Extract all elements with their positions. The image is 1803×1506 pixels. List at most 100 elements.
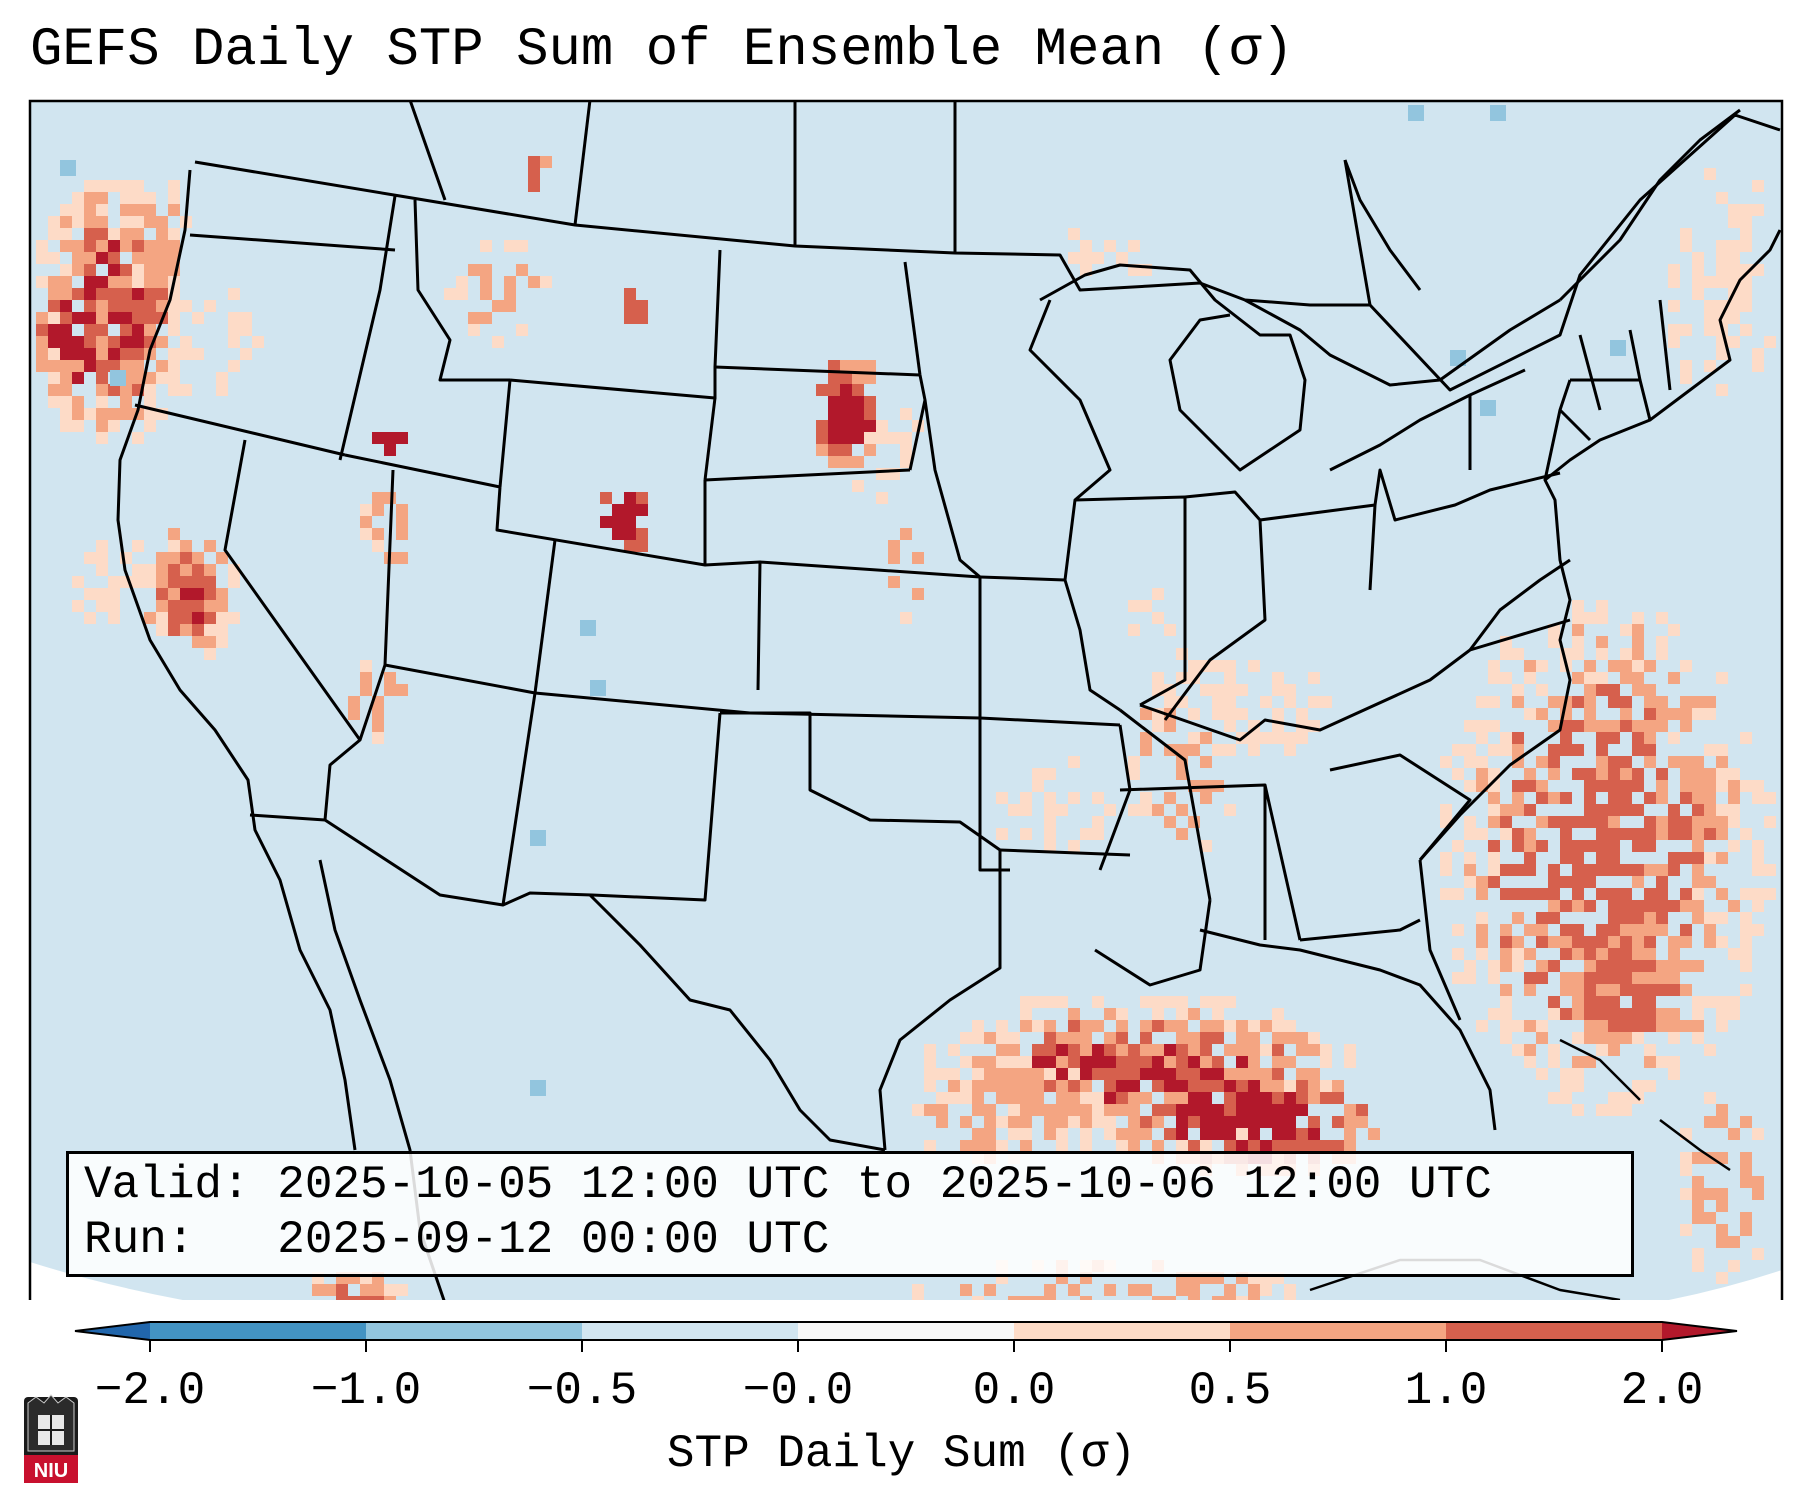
stp-cell xyxy=(60,312,72,324)
stp-cell xyxy=(996,1056,1008,1068)
stp-cell xyxy=(1080,1104,1092,1116)
stp-cell xyxy=(1464,780,1476,792)
stp-cell xyxy=(1572,672,1584,684)
stp-cell xyxy=(1440,804,1452,816)
stp-cell xyxy=(96,420,108,432)
stp-cell xyxy=(1608,1032,1620,1044)
stp-cell xyxy=(1740,204,1752,216)
stp-cell xyxy=(48,384,60,396)
stp-cell xyxy=(1704,360,1716,372)
stp-cell xyxy=(480,312,492,324)
stp-cell xyxy=(1080,1140,1092,1152)
stp-cell xyxy=(1752,180,1764,192)
stp-cell xyxy=(1212,1296,1224,1300)
stp-cell xyxy=(1596,984,1608,996)
stp-cell xyxy=(84,264,96,276)
stp-cell xyxy=(84,300,96,312)
stp-cell xyxy=(1308,696,1320,708)
stp-cell xyxy=(1284,732,1296,744)
stp-cell xyxy=(108,300,120,312)
stp-cell xyxy=(1716,1236,1728,1248)
stp-cell xyxy=(144,408,156,420)
stp-cell xyxy=(1716,1188,1728,1200)
stp-cell xyxy=(156,216,168,228)
stp-cell xyxy=(828,396,840,408)
stp-cell xyxy=(1548,744,1560,756)
stp-cell xyxy=(60,204,72,216)
stp-cell xyxy=(132,204,144,216)
stp-cell xyxy=(1260,1140,1272,1152)
stp-cell xyxy=(984,1080,996,1092)
stp-cell xyxy=(1044,840,1056,852)
stp-cell xyxy=(1284,1056,1296,1068)
stp-cell xyxy=(1248,744,1260,756)
stp-cell xyxy=(1584,660,1596,672)
stp-cell xyxy=(120,216,132,228)
stp-cell xyxy=(1152,672,1164,684)
stp-cell xyxy=(1140,1032,1152,1044)
stp-cell xyxy=(972,1068,984,1080)
stp-cell xyxy=(1548,696,1560,708)
stp-cell xyxy=(1704,816,1716,828)
stp-cell xyxy=(840,444,852,456)
stp-cell xyxy=(60,336,72,348)
stp-cell xyxy=(900,528,912,540)
stp-cell xyxy=(1272,1140,1284,1152)
stp-cell xyxy=(252,336,264,348)
stp-cell xyxy=(144,420,156,432)
stp-cell xyxy=(48,288,60,300)
stp-cell xyxy=(1680,1224,1692,1236)
stp-cell xyxy=(1692,804,1704,816)
stp-cell xyxy=(504,288,516,300)
stp-cell xyxy=(396,504,408,516)
stp-cell xyxy=(1500,804,1512,816)
stp-cell xyxy=(828,420,840,432)
stp-cell xyxy=(1572,840,1584,852)
stp-cell xyxy=(108,240,120,252)
stp-cell xyxy=(1632,924,1644,936)
stp-cell xyxy=(840,432,852,444)
stp-cell xyxy=(624,312,636,324)
stp-cell xyxy=(1068,756,1080,768)
stp-cell xyxy=(384,1296,396,1300)
stp-cell xyxy=(1176,1068,1188,1080)
stp-cell xyxy=(1248,1032,1260,1044)
stp-cell xyxy=(1668,300,1680,312)
stp-cell xyxy=(72,348,84,360)
stp-cell xyxy=(1296,1128,1308,1140)
stp-cell xyxy=(1572,1080,1584,1092)
stp-cell xyxy=(1176,744,1188,756)
stp-cell xyxy=(1704,1116,1716,1128)
stp-cell xyxy=(1044,792,1056,804)
stp-cell xyxy=(1452,840,1464,852)
stp-cell xyxy=(1356,1104,1368,1116)
stp-cell xyxy=(1500,1020,1512,1032)
stp-cell xyxy=(1536,972,1548,984)
stp-cell xyxy=(1716,1116,1728,1128)
stp-cell xyxy=(1668,708,1680,720)
stp-cell xyxy=(636,540,648,552)
stp-cell xyxy=(216,552,228,564)
stp-cell xyxy=(1524,768,1536,780)
stp-cell xyxy=(1512,744,1524,756)
stp-cell xyxy=(1500,960,1512,972)
stp-cell xyxy=(1692,960,1704,972)
stp-cell xyxy=(1620,888,1632,900)
stp-cell xyxy=(168,348,180,360)
stp-cell xyxy=(48,276,60,288)
stp-cell xyxy=(84,228,96,240)
stp-cell xyxy=(1224,1092,1236,1104)
stp-cell xyxy=(1068,1104,1080,1116)
stp-cell xyxy=(1596,756,1608,768)
stp-cell xyxy=(936,1116,948,1128)
stp-cell xyxy=(168,324,180,336)
stp-cell xyxy=(1728,240,1740,252)
stp-cell xyxy=(1272,1032,1284,1044)
stp-cell xyxy=(1548,876,1560,888)
stp-cell xyxy=(1500,948,1512,960)
stp-cell xyxy=(1644,744,1656,756)
stp-cell xyxy=(1620,792,1632,804)
stp-cell xyxy=(1608,972,1620,984)
stp-cell xyxy=(1728,1236,1740,1248)
stp-cell xyxy=(1188,732,1200,744)
